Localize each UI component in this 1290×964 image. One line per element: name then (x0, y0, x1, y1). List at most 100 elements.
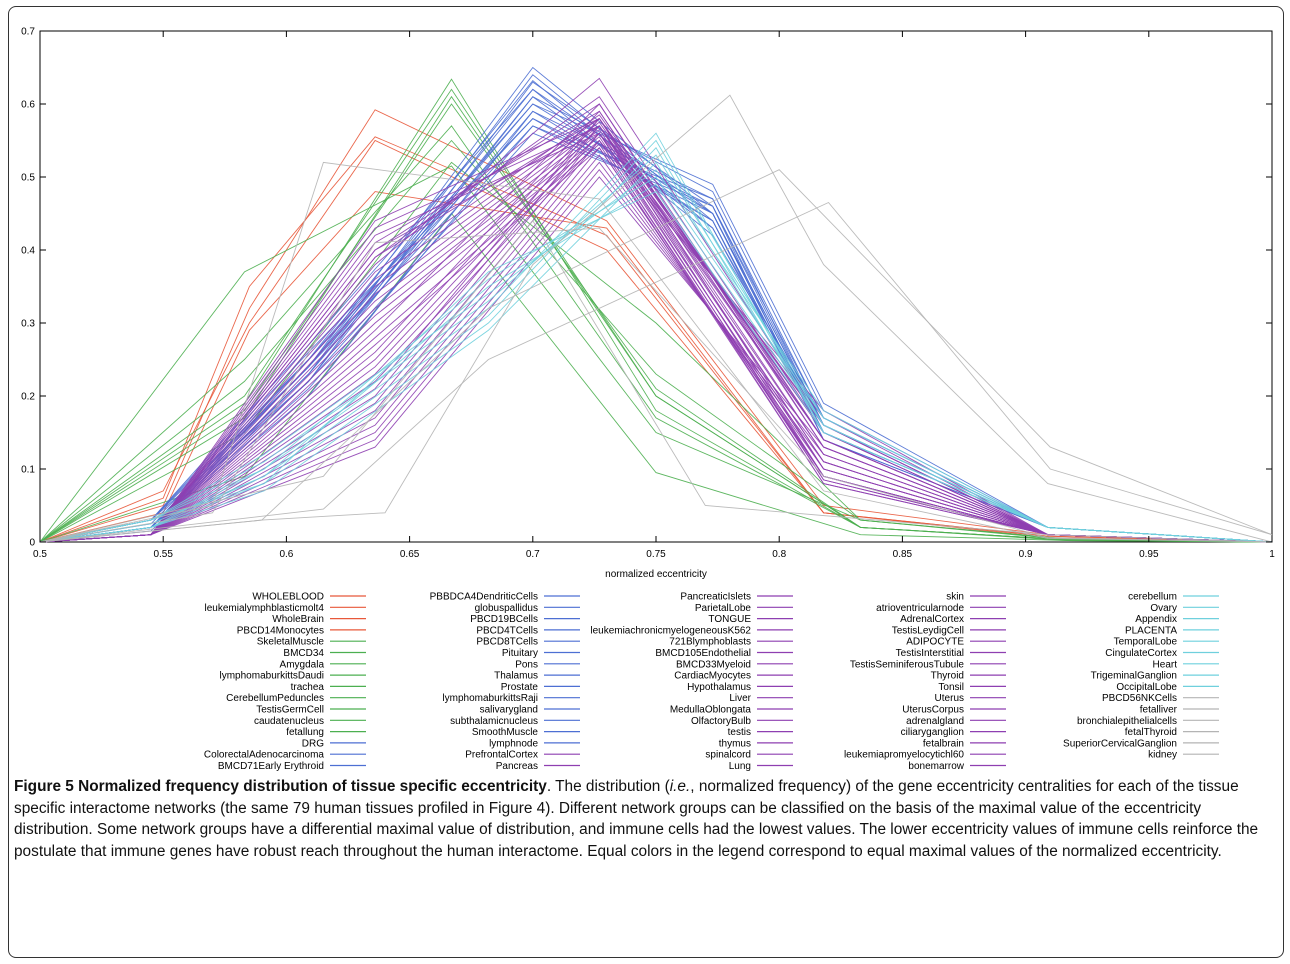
legend-label: AdrenalCortex (900, 614, 964, 625)
caption-text-2: , normalized frequency) of the gene ecce… (14, 778, 1259, 860)
legend-label: Prostate (501, 682, 539, 693)
series-line-0 (39, 109, 1273, 543)
legend-label: SmoothMuscle (472, 727, 539, 738)
legend-label: fetalThyroid (1125, 727, 1177, 738)
series-layer (39, 66, 1273, 543)
legend-label: TestisInterstitial (896, 648, 964, 659)
legend-label: atrioventricularnode (876, 603, 964, 614)
y-tick-label: 0.6 (21, 100, 35, 111)
legend-label: PBCD56NKCells (1102, 693, 1177, 704)
series-line-71 (39, 183, 1273, 543)
legend-label: WHOLEBLOOD (252, 592, 324, 603)
legend-label: Heart (1153, 659, 1178, 670)
series-line-77 (39, 201, 1273, 543)
legend-label: TestisLeydigCell (892, 625, 964, 636)
x-tick-label: 1 (1269, 549, 1275, 560)
series-line-78 (39, 220, 1273, 543)
series-line-11 (39, 95, 1273, 543)
legend-label: thymus (719, 738, 751, 749)
legend-label: subthalamicnucleus (450, 716, 538, 727)
legend-label: spinalcord (705, 750, 751, 761)
legend-label: caudatenucleus (254, 716, 324, 727)
legend-label: SkeletalMuscle (257, 637, 325, 648)
legend-label: PancreaticIslets (680, 592, 751, 603)
legend-label: TestisSeminiferousTubule (850, 659, 965, 670)
x-axis-label: normalized eccentricity (605, 569, 707, 580)
y-tick-label: 0.1 (21, 465, 35, 476)
series-line-75 (39, 94, 1273, 543)
legend-label: Appendix (1135, 614, 1177, 625)
legend-label: lymphomaburkittsDaudi (220, 671, 325, 682)
series-line-74 (39, 227, 1273, 543)
x-tick-label: 0.95 (1139, 549, 1159, 560)
legend-label: CerebellumPeduncles (226, 693, 324, 704)
legend-label: Tonsil (938, 682, 964, 693)
legend-label: globuspallidus (475, 603, 538, 614)
legend-label: MedullaOblongata (670, 705, 752, 716)
series-line-76 (39, 169, 1273, 543)
legend-label: OccipitalLobe (1116, 682, 1177, 693)
legend-label: lymphomaburkittsRaji (442, 693, 538, 704)
legend-label: UterusCorpus (902, 705, 964, 716)
legend-label: CardiacMyocytes (674, 671, 751, 682)
legend-label: cerebellum (1128, 592, 1177, 603)
legend-label: 721Blymphoblasts (669, 637, 751, 648)
x-tick-label: 0.85 (893, 549, 913, 560)
series-line-72 (39, 191, 1273, 543)
x-tick-label: 0.55 (153, 549, 173, 560)
caption-title: Figure 5 Normalized frequency distributi… (14, 778, 547, 795)
legend-label: WholeBrain (272, 614, 324, 625)
legend-label: BMCD33Myeloid (676, 659, 751, 670)
y-tick-label: 0.4 (21, 246, 35, 257)
legend-label: Thalamus (494, 671, 538, 682)
legend-label: Liver (729, 693, 751, 704)
legend-label: Amygdala (280, 659, 325, 670)
legend-label: PBCD8TCells (476, 637, 538, 648)
legend-label: ColorectalAdenocarcinoma (204, 750, 325, 761)
series-line-73 (39, 161, 1273, 543)
legend-label: fetalbrain (923, 738, 964, 749)
legend-label: leukemiachronicmyelogeneousK562 (590, 625, 751, 636)
series-line-70 (39, 176, 1273, 543)
legend-label: bronchialepithelialcells (1077, 716, 1177, 727)
legend-label: leukemiapromyelocytichl60 (844, 750, 964, 761)
legend-label: ParietalLobe (695, 603, 752, 614)
legend-label: ciliaryganglion (901, 727, 964, 738)
legend-label: ADIPOCYTE (906, 637, 964, 648)
x-tick-label: 0.65 (400, 549, 420, 560)
x-tick-label: 0.9 (1019, 549, 1033, 560)
legend-label: PBCD4TCells (476, 625, 538, 636)
x-tick-label: 0.6 (279, 549, 293, 560)
legend-label: TemporalLobe (1114, 637, 1178, 648)
y-tick-label: 0 (29, 538, 35, 549)
legend-label: BMCD105Endothelial (655, 648, 751, 659)
x-tick-label: 0.75 (646, 549, 666, 560)
x-tick-label: 0.5 (33, 549, 47, 560)
legend-label: Hypothalamus (687, 682, 751, 693)
legend-label: salivarygland (480, 705, 538, 716)
legend-label: lymphnode (489, 738, 538, 749)
legend-label: bonemarrow (908, 761, 964, 772)
legend-label: OlfactoryBulb (691, 716, 751, 727)
legend-label: kidney (1148, 750, 1177, 761)
legend-label: adrenalgland (906, 716, 964, 727)
legend-label: testis (728, 727, 751, 738)
legend-label: Ovary (1150, 603, 1177, 614)
legend-label: Pons (515, 659, 538, 670)
plot-area (39, 30, 1273, 543)
legend: WHOLEBLOODleukemialymphblasticmolt4Whole… (204, 592, 1219, 772)
legend-label: TestisGermCell (256, 705, 324, 716)
y-tick-label: 0.5 (21, 173, 35, 184)
x-tick-label: 0.7 (526, 549, 540, 560)
figure-caption: Figure 5 Normalized frequency distributi… (14, 776, 1276, 862)
line-chart: 0.5 0.55 0.6 0.65 0.7 0.75 0.8 0.85 0.9 0.95 1 0 0.1… (21, 27, 1275, 773)
legend-label: DRG (302, 738, 324, 749)
legend-label: SuperiorCervicalGanglion (1063, 738, 1177, 749)
legend-label: PrefrontalCortex (465, 750, 538, 761)
legend-label: fetalliver (1140, 705, 1178, 716)
y-tick-label: 0.7 (21, 27, 35, 38)
legend-label: BMCD71Early Erythroid (218, 761, 324, 772)
y-tick-label: 0.3 (21, 319, 35, 330)
caption-text-1: . The distribution ( (546, 778, 670, 795)
legend-label: Uterus (935, 693, 964, 704)
